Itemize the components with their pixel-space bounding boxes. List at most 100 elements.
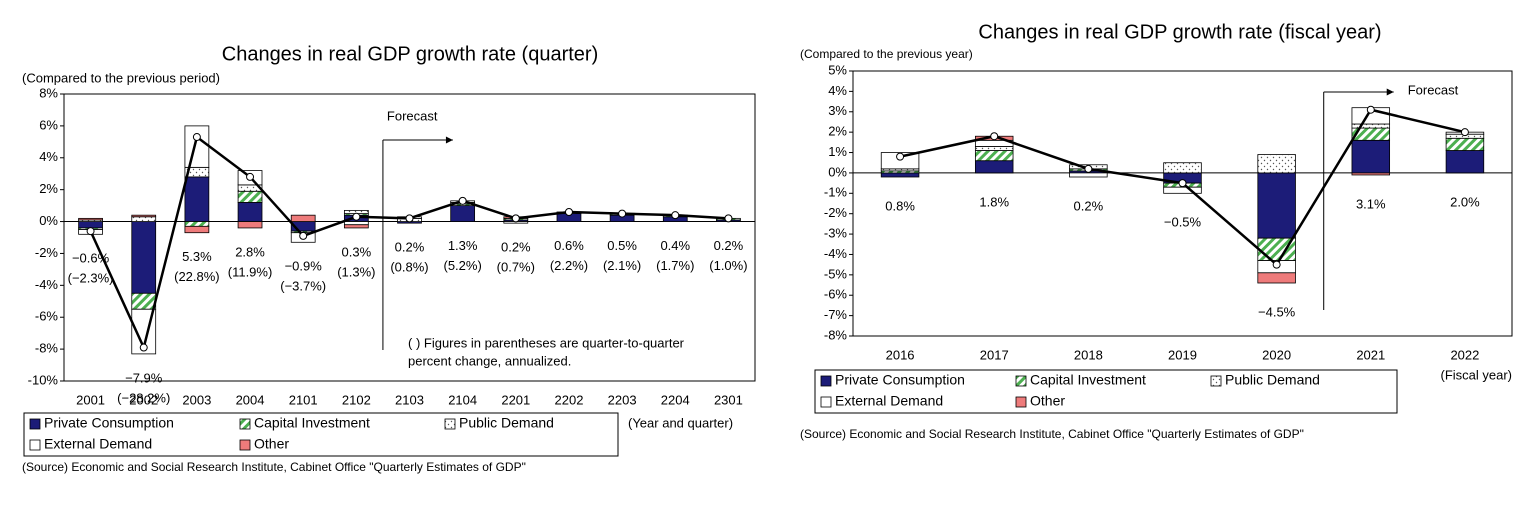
total-marker — [671, 211, 680, 220]
legend-label: Private Consumption — [44, 415, 174, 431]
bar-segment — [131, 216, 157, 222]
total-marker — [990, 132, 999, 141]
y-tick-label: 0% — [39, 213, 58, 228]
annualized-label: (−28.2%) — [117, 390, 170, 405]
bar-segment — [1257, 172, 1296, 239]
source: (Source) Economic and Social Research In… — [22, 460, 526, 474]
x-tick-label: 2016 — [886, 347, 915, 362]
y-axis-label: (Compared to the previous period) — [22, 70, 220, 85]
legend-label: External Demand — [44, 436, 152, 452]
annualized-label: (−2.3%) — [68, 271, 114, 286]
bar-segment — [78, 217, 103, 221]
arrow-head — [445, 136, 453, 144]
bar-segment — [1351, 172, 1391, 176]
legend-label: Public Demand — [1225, 372, 1320, 388]
total-marker — [564, 207, 573, 216]
source: (Source) Economic and Social Research In… — [800, 427, 1304, 441]
bar-segment — [343, 221, 369, 226]
bar-segment — [184, 176, 210, 222]
value-label: 5.3% — [182, 249, 212, 264]
total-marker — [1178, 179, 1187, 188]
plot-area — [63, 93, 756, 382]
value-label: 0.2% — [1074, 198, 1104, 213]
legend-label: Capital Investment — [254, 415, 370, 431]
total-marker — [618, 209, 627, 218]
y-tick-label: 2% — [39, 181, 58, 196]
total-marker — [896, 152, 905, 161]
bar-segment — [1069, 172, 1108, 178]
value-label: −0.5% — [1164, 215, 1202, 230]
x-tick-label: 2102 — [342, 392, 371, 407]
bar-segment — [1163, 162, 1202, 174]
legend-label: Public Demand — [459, 415, 554, 431]
total-marker — [86, 227, 95, 236]
value-label: 2.8% — [235, 244, 265, 259]
bar-segment — [237, 190, 263, 203]
arrow-head — [1386, 88, 1394, 96]
bar-segment — [1351, 123, 1391, 129]
y-tick-label: -8% — [824, 327, 848, 342]
annualized-label: (1.0%) — [709, 258, 747, 273]
value-label: 0.2% — [714, 238, 744, 253]
bar-segment — [974, 146, 1014, 151]
legend-swatch — [444, 418, 456, 430]
value-label: 0.8% — [885, 198, 915, 213]
bar-segment — [450, 205, 476, 222]
y-tick-label: -2% — [35, 245, 59, 260]
bar-segment — [184, 221, 210, 227]
legend-label: Other — [254, 436, 289, 452]
annualized-label: (11.9%) — [228, 264, 273, 279]
y-tick-label: -4% — [35, 277, 59, 292]
value-label: 0.2% — [501, 240, 531, 255]
bar-segment — [343, 224, 369, 229]
bar-segment — [974, 150, 1014, 162]
x-axis-label: (Fiscal year) — [1440, 367, 1512, 382]
value-label: −0.9% — [285, 259, 323, 274]
x-tick-label: 2203 — [608, 392, 637, 407]
total-marker — [1366, 105, 1375, 114]
y-tick-label: -1% — [824, 185, 848, 200]
y-tick-label: -8% — [35, 341, 59, 356]
y-tick-label: 2% — [828, 124, 847, 139]
x-tick-label: 2017 — [980, 347, 1009, 362]
legend-swatch — [1210, 375, 1222, 387]
legend-box — [23, 412, 619, 457]
x-tick-label: 2018 — [1074, 347, 1103, 362]
bar-segment — [1163, 186, 1202, 194]
x-tick-label: 2204 — [661, 392, 690, 407]
bar-segment — [131, 221, 157, 294]
y-tick-label: -7% — [824, 307, 848, 322]
bar-segment — [131, 214, 157, 218]
note: percent change, annualized. — [408, 353, 571, 368]
x-tick-label: 2104 — [448, 392, 477, 407]
legend-swatch — [239, 439, 251, 451]
annualized-label: (22.8%) — [174, 269, 220, 284]
annualized-label: (−3.7%) — [280, 279, 326, 294]
value-label: −0.6% — [72, 251, 110, 266]
total-marker — [192, 133, 201, 142]
x-axis-label: (Year and quarter) — [628, 415, 733, 430]
total-marker — [299, 231, 308, 240]
legend-label: External Demand — [835, 393, 943, 409]
value-label: 1.8% — [979, 194, 1009, 209]
legend-swatch — [820, 375, 832, 387]
value-label: 0.3% — [342, 244, 372, 259]
bar-segment — [880, 172, 920, 178]
value-label: −7.9% — [125, 370, 163, 385]
legend-swatch — [1015, 396, 1027, 408]
y-tick-label: -6% — [824, 287, 848, 302]
y-axis-label: (Compared to the previous year) — [800, 47, 973, 61]
bar-segment — [1257, 154, 1296, 174]
chart-title: Changes in real GDP growth rate (fiscal … — [978, 21, 1381, 43]
legend-swatch — [29, 439, 41, 451]
bar-segment — [1445, 150, 1485, 174]
bar-segment — [974, 160, 1014, 174]
y-tick-label: -5% — [824, 266, 848, 281]
bar-segment — [1257, 272, 1296, 284]
value-label: 3.1% — [1356, 196, 1386, 211]
x-tick-label: 2022 — [1450, 347, 1479, 362]
legend-swatch — [820, 396, 832, 408]
y-tick-label: -2% — [824, 205, 848, 220]
bar-segment — [1351, 139, 1391, 174]
legend-swatch — [29, 418, 41, 430]
